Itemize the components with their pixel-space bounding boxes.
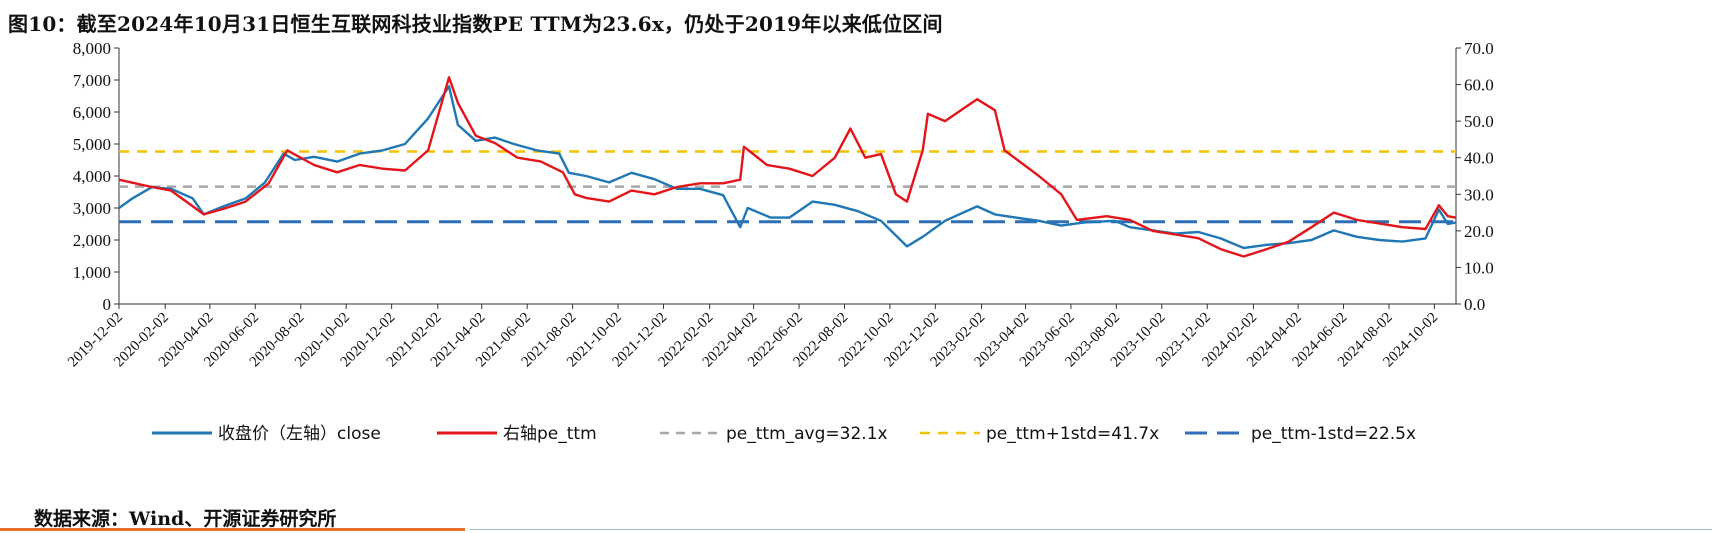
legend-label: 右轴pe_ttm [503, 424, 597, 444]
left-tick-label: 0 [103, 295, 112, 314]
left-tick-label: 3,000 [73, 199, 111, 218]
left-tick-label: 4,000 [73, 167, 111, 186]
chart-title: 图10：截至2024年10月31日恒生互联网科技业指数PE TTM为23.6x，… [8, 12, 943, 36]
right-tick-label: 70.0 [1464, 39, 1494, 58]
left-tick-label: 7,000 [73, 71, 111, 90]
right-tick-label: 50.0 [1464, 112, 1494, 131]
right-tick-label: 0.0 [1464, 295, 1485, 314]
left-tick-label: 6,000 [73, 103, 111, 122]
right-tick-label: 60.0 [1464, 76, 1494, 95]
left-tick-label: 2,000 [73, 231, 111, 250]
footer-accent-bar [0, 528, 465, 531]
legend-label: 收盘价（左轴）close [218, 424, 381, 444]
close-series-line [118, 85, 1457, 250]
left-tick-label: 8,000 [73, 39, 111, 58]
right-tick-label: 20.0 [1464, 222, 1494, 241]
left-tick-label: 1,000 [73, 263, 111, 282]
pe-ttm-series-line [118, 76, 1457, 258]
footer-divider [470, 529, 1712, 530]
source-note: 数据来源：Wind、开源证券研究所 [34, 508, 337, 530]
legend-label: pe_ttm+1std=41.7x [986, 424, 1159, 444]
right-tick-label: 40.0 [1464, 149, 1494, 168]
left-tick-label: 5,000 [73, 135, 111, 154]
legend-label: pe_ttm_avg=32.1x [726, 424, 888, 444]
legend-label: pe_ttm-1std=22.5x [1251, 424, 1416, 444]
chart-canvas: 0 1,000 2,000 3,000 4,000 5,000 6,000 7,000 8,00… [65, 39, 1494, 444]
right-tick-label: 30.0 [1464, 185, 1494, 204]
right-tick-label: 10.0 [1464, 258, 1494, 277]
